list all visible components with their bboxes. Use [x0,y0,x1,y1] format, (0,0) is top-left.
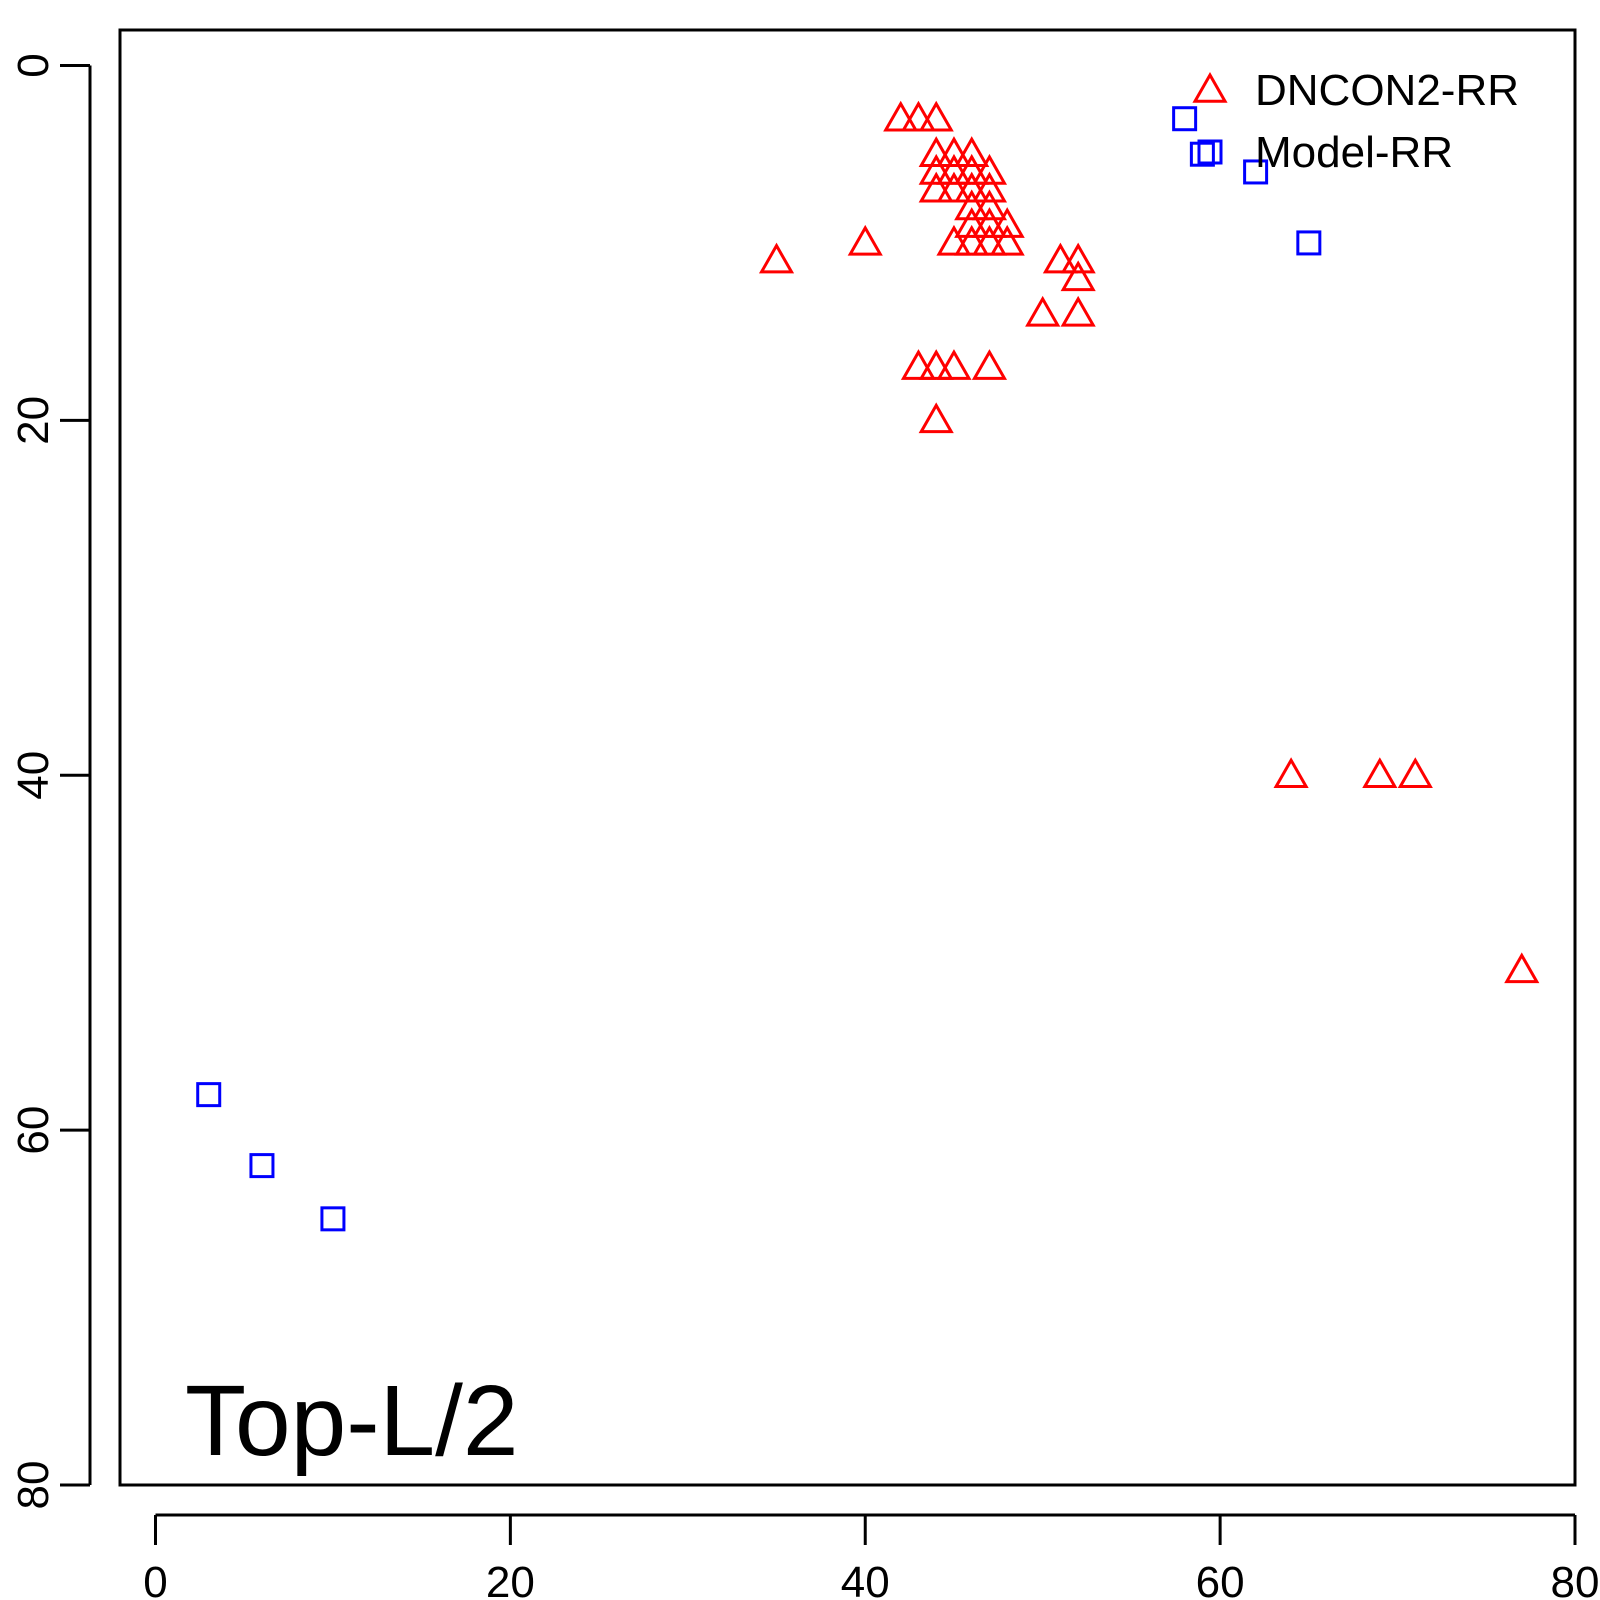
y-axis-ticks: 0 20 40 60 80 [9,53,92,1510]
dncon2-rr-point [971,349,1008,380]
x-tick-label: 60 [1196,1558,1245,1600]
dncon2-rr-point [918,136,954,167]
dncon2-rr-point [1362,757,1398,788]
dncon2-rr-point [1025,295,1061,327]
panel-annotation: Top-L/2 [185,1365,519,1477]
dncon2-rr-point [936,153,972,185]
dncon2-rr-point [1060,260,1096,292]
dncon2-rr-point [954,136,990,167]
axes [118,28,1577,1487]
dncon2-rr-point [954,171,990,203]
dncon2-rr-point [936,349,972,380]
dncon2-rr-point [971,171,1008,203]
dncon2-rr-point [954,189,990,221]
dncon2-rr-point [883,100,919,132]
dncon2-rr-point [936,136,972,167]
dncon2-rr-point [954,153,990,185]
x-tick-label: 20 [486,1558,535,1600]
dncon2-rr-point [936,171,972,203]
dncon2-rr-point [936,224,972,256]
dncon2-rr-point [900,349,937,380]
data-points [196,100,1540,1232]
model-rr-point [1243,159,1269,185]
dncon2-rr-point [900,100,937,132]
dncon2-rr-point [918,171,954,203]
y-tick-label: 60 [9,1106,58,1155]
x-tick-label: 40 [841,1558,890,1600]
dncon2-rr-point [971,189,1008,221]
legend-label: Model-RR [1255,128,1453,177]
model-rr-point [1189,141,1215,167]
x-tick-label: 0 [143,1558,167,1600]
legend-square-icon [1197,139,1223,165]
y-tick-label: 40 [9,751,58,800]
dncon2-rr-point [989,224,1025,256]
dncon2-rr-point [971,207,1008,238]
legend-label: DNCON2-RR [1255,66,1519,115]
dncon2-rr-point [989,207,1025,238]
dncon2-rr-point [1060,295,1096,327]
dncon2-rr-point [918,402,954,434]
model-rr-point [249,1153,275,1179]
dncon2-rr-point [1504,952,1540,984]
legend-triangle-icon [1192,71,1228,103]
model-rr-point [320,1206,346,1232]
dncon2-rr-point [918,349,954,380]
dncon2-rr-point [1397,757,1433,788]
dncon2-rr-point [954,207,990,238]
legend: DNCON2-RR Model-RR [1192,66,1519,177]
dncon2-rr-point [918,100,954,132]
dncon2-rr-point [971,224,1008,256]
x-tick-label: 80 [1551,1558,1600,1600]
y-tick-label: 20 [9,396,58,445]
dncon2-rr-point [918,153,954,185]
dncon2-rr-point [758,242,795,274]
y-tick-label: 80 [9,1461,58,1510]
model-rr-point [196,1082,222,1108]
plot-frame [118,28,1577,1487]
dncon2-rr-point [1273,757,1309,788]
y-tick-label: 0 [9,53,58,77]
dncon2-rr-point [847,224,883,256]
model-rr-point [1172,106,1198,132]
model-rr-point [1296,230,1322,256]
dncon2-rr-point [954,224,990,256]
x-axis-ticks: 0 20 40 60 80 [143,1513,1600,1600]
dncon2-rr-point [1060,242,1096,274]
dncon2-rr-point [1042,242,1079,274]
dncon2-rr-point [971,153,1008,185]
